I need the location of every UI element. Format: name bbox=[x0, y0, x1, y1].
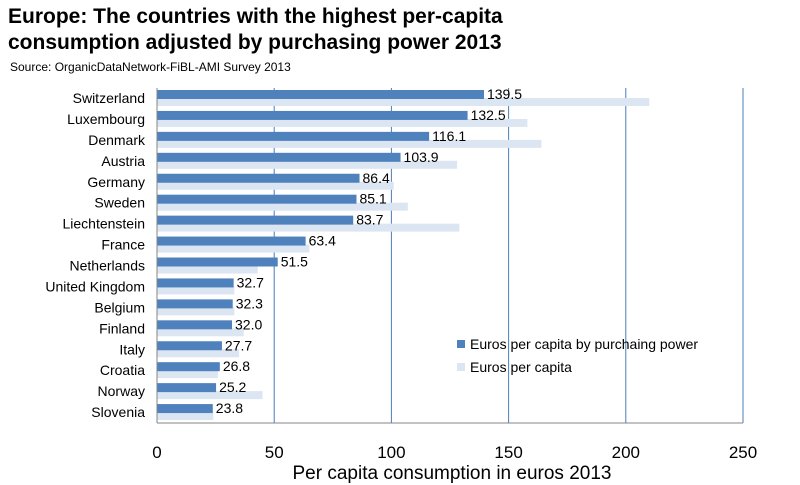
x-tick-label: 250 bbox=[729, 443, 757, 462]
data-label: 32.7 bbox=[237, 274, 264, 290]
x-tick-label: 200 bbox=[612, 443, 640, 462]
data-label: 86.4 bbox=[363, 170, 390, 186]
data-label: 83.7 bbox=[356, 212, 383, 228]
bar-euros-by-purchasing-power bbox=[157, 152, 401, 162]
bar-euros-by-purchasing-power bbox=[157, 236, 306, 246]
legend-swatch-purchasing-power bbox=[457, 340, 465, 348]
category-label: United Kingdom bbox=[45, 278, 145, 294]
bar-euros-per-capita bbox=[157, 160, 458, 169]
bar-euros-by-purchasing-power bbox=[157, 278, 234, 288]
category-label: Germany bbox=[87, 174, 145, 190]
bar-euros-per-capita bbox=[157, 328, 244, 337]
category-label: Italy bbox=[119, 341, 145, 357]
bar-euros-by-purchasing-power bbox=[157, 131, 430, 141]
bar-euros-by-purchasing-power bbox=[157, 404, 213, 414]
bar-euros-per-capita bbox=[157, 265, 258, 274]
data-label: 132.5 bbox=[471, 107, 506, 123]
data-label: 23.8 bbox=[216, 400, 243, 416]
legend-swatch-euros-per-capita bbox=[457, 363, 465, 371]
data-label: 103.9 bbox=[404, 149, 439, 165]
bar-euros-per-capita bbox=[157, 412, 214, 421]
data-label: 25.2 bbox=[219, 379, 246, 395]
chart-title: Europe: The countries with the highest p… bbox=[8, 4, 788, 56]
bar-euros-per-capita bbox=[157, 286, 235, 295]
bar-euros-per-capita bbox=[157, 223, 460, 232]
category-label: Luxembourg bbox=[67, 111, 145, 127]
legend-label-euros-per-capita: Euros per capita bbox=[470, 359, 572, 375]
data-label: 139.5 bbox=[487, 86, 522, 102]
bar-euros-by-purchasing-power bbox=[157, 173, 360, 183]
category-label: Switzerland bbox=[73, 90, 145, 106]
bar-euros-per-capita bbox=[157, 391, 263, 400]
bar-euros-by-purchasing-power bbox=[157, 257, 278, 267]
data-label: 51.5 bbox=[281, 254, 308, 270]
data-label: 85.1 bbox=[359, 191, 386, 207]
x-axis-title: Per capita consumption in euros 2013 bbox=[293, 463, 612, 484]
data-label: 26.8 bbox=[223, 358, 250, 374]
bar-euros-by-purchasing-power bbox=[157, 194, 357, 204]
x-tick-label: 100 bbox=[377, 443, 405, 462]
x-tick-label: 150 bbox=[494, 443, 522, 462]
bar-euros-by-purchasing-power bbox=[157, 383, 217, 393]
bar-euros-per-capita bbox=[157, 118, 528, 127]
category-label: Denmark bbox=[88, 132, 146, 148]
category-label: Belgium bbox=[94, 299, 145, 315]
bar-euros-per-capita bbox=[157, 98, 650, 106]
bar-euros-by-purchasing-power bbox=[157, 110, 468, 120]
category-label: Netherlands bbox=[70, 258, 146, 274]
data-label: 32.3 bbox=[236, 295, 263, 311]
category-label: Liechtenstein bbox=[62, 216, 145, 232]
chart-source: Source: OrganicDataNetwork-FiBL-AMI Surv… bbox=[10, 60, 291, 74]
bar-euros-per-capita bbox=[157, 307, 235, 316]
bar-euros-by-purchasing-power bbox=[157, 320, 233, 330]
bar-euros-per-capita bbox=[157, 349, 240, 358]
category-label: Sweden bbox=[94, 195, 145, 211]
data-label: 63.4 bbox=[309, 233, 336, 249]
data-label: 116.1 bbox=[432, 128, 466, 144]
data-label: 32.0 bbox=[235, 316, 262, 332]
bar-euros-by-purchasing-power bbox=[157, 299, 233, 309]
data-label: 27.7 bbox=[225, 337, 252, 353]
legend-label-purchasing-power: Euros per capita by purchaing power bbox=[470, 336, 698, 352]
bar-euros-by-purchasing-power bbox=[157, 90, 484, 99]
bar-euros-per-capita bbox=[157, 202, 408, 211]
x-tick-label: 50 bbox=[265, 443, 284, 462]
category-label: France bbox=[101, 237, 145, 253]
category-label: Slovenia bbox=[91, 404, 145, 420]
category-label: Finland bbox=[99, 320, 145, 336]
category-label: Croatia bbox=[100, 362, 145, 378]
x-tick-label: 0 bbox=[152, 443, 161, 462]
bar-euros-per-capita bbox=[157, 139, 542, 148]
chart-title-line-2: consumption adjusted by purchasing power… bbox=[8, 31, 502, 54]
bar-euros-by-purchasing-power bbox=[157, 362, 220, 372]
category-label: Norway bbox=[98, 383, 145, 399]
chart-title-line-1: Europe: The countries with the highest p… bbox=[8, 5, 503, 28]
bar-euros-by-purchasing-power bbox=[157, 341, 222, 351]
bar-euros-by-purchasing-power bbox=[157, 215, 354, 225]
bar-euros-per-capita bbox=[157, 370, 218, 379]
bar-euros-per-capita bbox=[157, 181, 394, 190]
category-label: Austria bbox=[101, 153, 145, 169]
bar-euros-per-capita bbox=[157, 244, 310, 253]
